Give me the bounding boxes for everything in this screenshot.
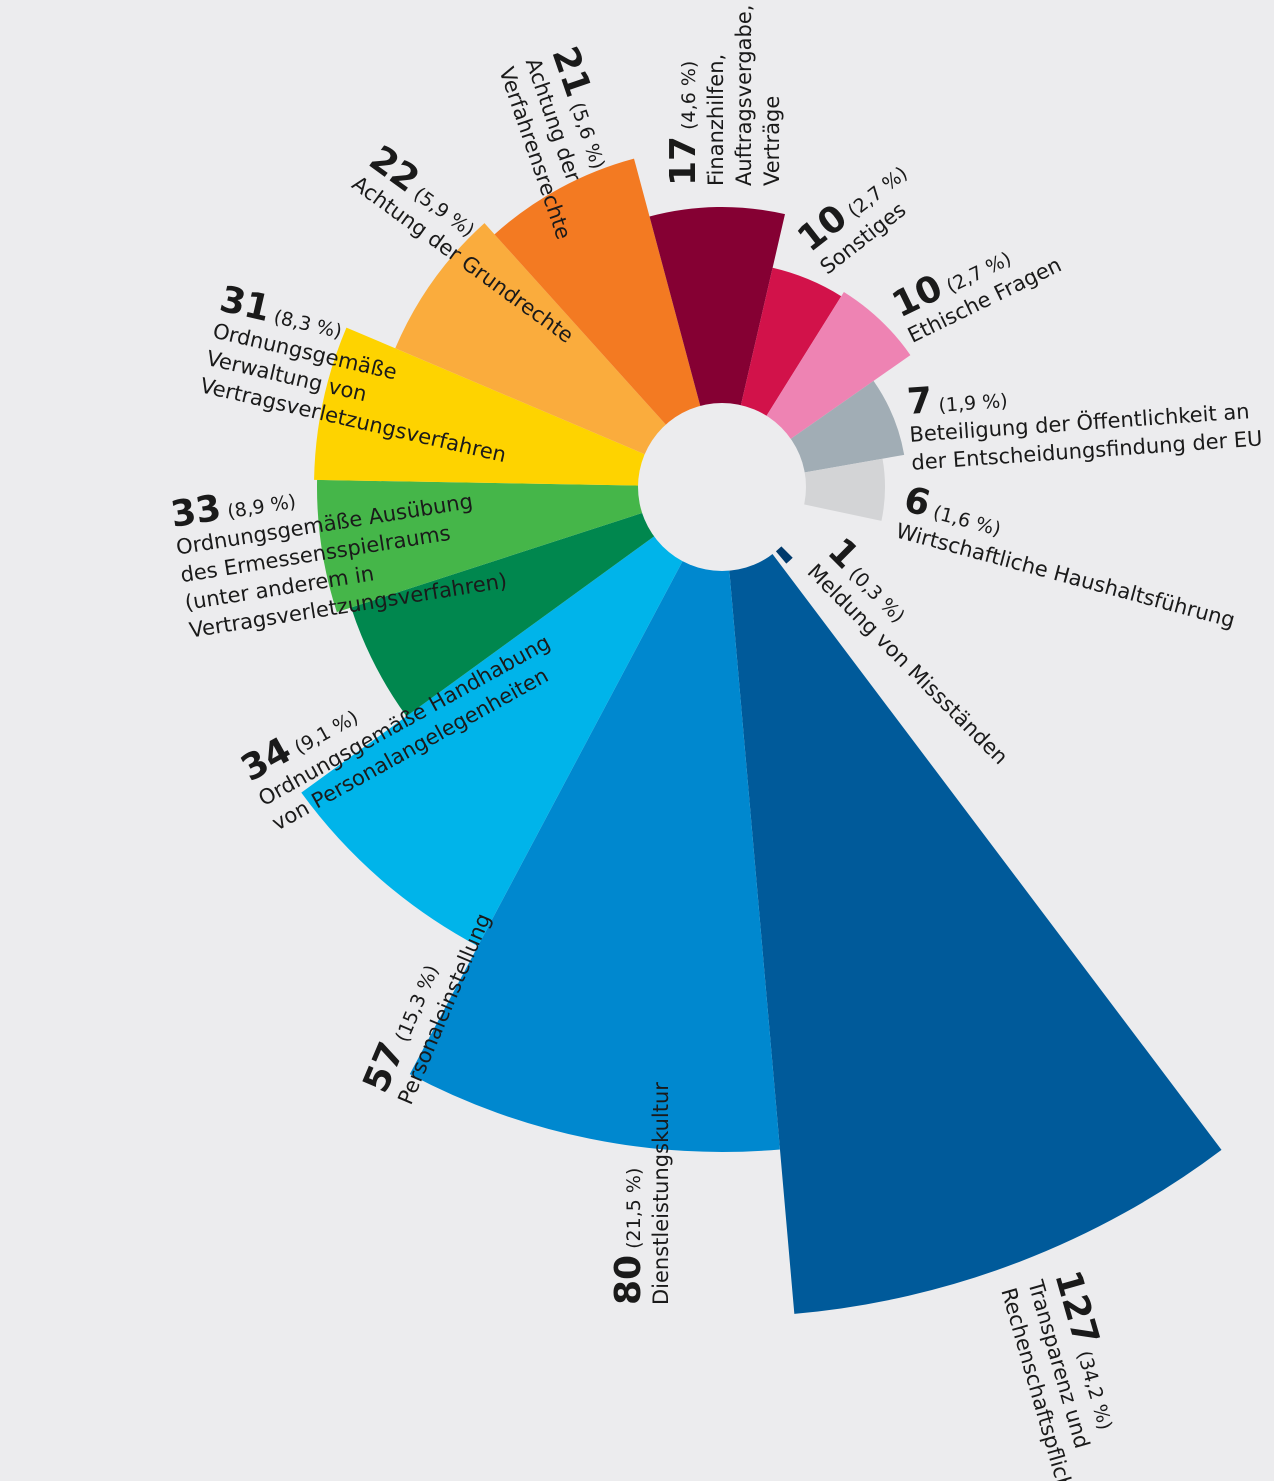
slice-value-line: 7 (1,9 %) [906,375,1009,423]
slice-category-label: Finanzhilfen, [704,54,728,186]
wedge-9 [649,207,785,408]
slice-percent: (4,6 %) [678,61,700,136]
wedge-2 [409,559,780,1152]
slice-label-2: 80 (21,5 %) Dienstleistungskultur [608,1082,673,1305]
wedge-8 [494,158,701,427]
wedge-3 [301,535,684,947]
wedge-13 [802,458,885,521]
slice-category-label: Auftragsvergabe, [732,5,756,186]
slice-value: 33 [168,488,224,536]
slice-value-line: 17 (4,6 %) [663,61,704,186]
wedge-5 [317,479,645,613]
wedge-4 [351,512,656,717]
slice-percent: (1,9 %) [932,390,1009,417]
wedge-layer [301,158,1222,1314]
slice-value: 7 [906,380,934,423]
wedge-1 [729,552,1222,1314]
wedge-10 [740,267,842,418]
wedge-14 [774,544,793,564]
wedge-7 [395,223,668,455]
wedge-6 [314,327,647,486]
slice-category-label: Verträge [760,96,784,186]
slice-label-9: 17 (4,6 %) Finanzhilfen, Auftragsvergabe, V… [663,5,784,186]
center-hole [638,403,806,571]
slice-category-label: Dienstleistungskultur [649,1082,673,1305]
slice-value: 80 [608,1255,649,1305]
slice-percent: (21,5 %) [623,1168,645,1255]
wedge-12 [789,380,905,473]
wedge-11 [765,291,911,440]
slice-value: 17 [663,136,704,186]
slice-value-line: 80 (21,5 %) [608,1168,649,1305]
